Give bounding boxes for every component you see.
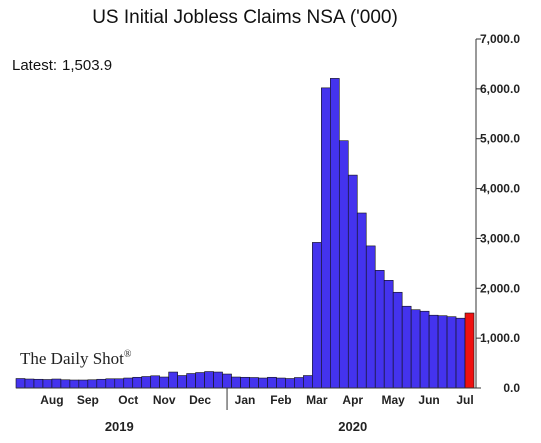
bar [231,376,241,389]
y-tick-label: 0.0 [503,381,520,395]
y-tick-label: 1,000.0 [480,331,520,345]
bar [186,373,196,389]
x-month-label: Jan [235,393,256,407]
bar [60,379,71,389]
bar-latest [464,312,475,389]
bar [249,377,259,389]
bar [24,378,35,389]
x-year-label: 2020 [338,419,367,434]
x-month-label: Dec [189,393,211,407]
latest-value: 1,503.9 [62,57,112,74]
bar [276,377,286,389]
x-month-label: Feb [270,393,291,407]
bar [141,376,152,389]
bar [78,379,89,389]
y-tick-label: 7,000.0 [480,32,520,46]
bar [15,378,26,389]
y-tick-label: 5,000.0 [480,132,520,146]
bar [105,378,116,389]
bar [365,245,376,389]
bar [123,377,134,389]
bar [69,379,80,389]
ticks-layer: 0.0 1,000.0 2,000.0 3,000.0 4,000.0 5,000.0 6,… [40,32,520,434]
latest-label: Latest: [12,57,57,74]
bar [177,375,187,389]
bar [401,305,412,389]
chart-title: US Initial Jobless Claims NSA ('000) [92,7,398,28]
bar [222,373,232,389]
bar [330,78,340,389]
bar [383,280,394,389]
x-month-label: Aug [40,393,63,407]
bar [392,291,403,389]
bar [437,315,448,389]
axes-layer [16,39,477,410]
bar [96,378,107,389]
x-year-label: 2019 [105,419,134,434]
bar [338,140,349,389]
bar [267,376,277,389]
bar [159,376,169,389]
bar [87,379,98,389]
bar [321,87,331,389]
x-month-label: Nov [153,393,176,407]
bar [419,310,430,389]
bar [294,377,304,389]
x-month-label: Jun [418,393,439,407]
bar [455,317,466,389]
watermark-logo: The Daily Shot® [20,349,132,368]
y-tick-label: 3,000.0 [480,231,520,245]
bar [114,378,125,389]
bar [446,316,457,389]
x-month-label: Apr [342,393,363,407]
bar [204,371,214,389]
bar [410,309,421,389]
y-tick-label: 4,000.0 [480,182,520,196]
x-month-label: Mar [306,393,328,407]
bar [374,270,385,389]
bar [347,174,358,389]
bar [356,212,367,389]
y-tick-label: 2,000.0 [480,281,520,295]
bar [42,379,53,389]
x-month-label: Jul [456,393,473,407]
bar [240,376,250,389]
x-month-label: Sep [77,393,99,407]
bars-layer [15,78,475,389]
bar [285,378,295,389]
x-month-label: Oct [118,393,138,407]
bar [312,242,322,389]
bar [150,375,160,389]
y-tick-label: 6,000.0 [480,82,520,96]
bar [51,378,62,389]
x-month-label: May [382,393,406,407]
bar [258,377,268,389]
bar [132,376,143,389]
bar [195,372,205,389]
bar [168,371,178,389]
bar [33,378,44,389]
bar [213,371,223,389]
bar [428,314,439,389]
bar [303,375,313,389]
